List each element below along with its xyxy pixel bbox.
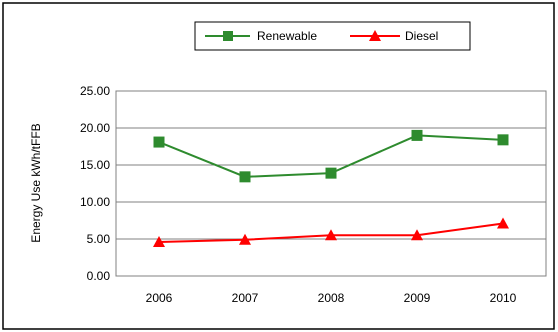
- legend-marker-renewable: [223, 31, 233, 41]
- y-tick-label-3: 15.00: [80, 158, 110, 172]
- x-tick-label-2: 2008: [318, 291, 345, 305]
- x-tick-label-0: 2006: [146, 291, 173, 305]
- legend-marker-diesel: [369, 30, 381, 41]
- x-tick-label-1: 2007: [232, 291, 259, 305]
- plot-area: [115, 90, 547, 277]
- x-axis-ticks: 2006 2007 2008 2009 2010: [146, 291, 517, 305]
- point-diesel-2009: [411, 229, 423, 241]
- point-renewable-2010: [497, 134, 509, 146]
- legend-label-diesel: Diesel: [405, 29, 438, 43]
- y-tick-label-0: 0.00: [87, 269, 111, 283]
- point-diesel-2007: [239, 233, 251, 245]
- point-diesel-2008: [325, 229, 337, 241]
- x-tick-label-3: 2009: [404, 291, 431, 305]
- point-renewable-2008: [325, 167, 337, 179]
- point-diesel-2010: [497, 217, 509, 229]
- x-tick-label-4: 2010: [490, 291, 517, 305]
- y-tick-label-5: 25.00: [80, 84, 110, 98]
- y-axis-ticks: 0.00 5.00 10.00 15.00 20.00 25.00: [80, 84, 110, 283]
- legend-box: [194, 21, 471, 51]
- y-tick-label-4: 20.00: [80, 121, 110, 135]
- legend: Renewable Diesel: [194, 21, 471, 51]
- series-group: [153, 129, 509, 247]
- legend-label-renewable: Renewable: [257, 29, 317, 43]
- y-tick-label-1: 5.00: [87, 232, 111, 246]
- point-renewable-2007: [239, 171, 251, 183]
- point-renewable-2006: [153, 136, 165, 148]
- y-axis-label: Energy Use kWh/tFFB: [29, 123, 43, 242]
- y-tick-label-2: 10.00: [80, 195, 110, 209]
- point-renewable-2009: [411, 129, 423, 141]
- point-diesel-2006: [153, 235, 165, 247]
